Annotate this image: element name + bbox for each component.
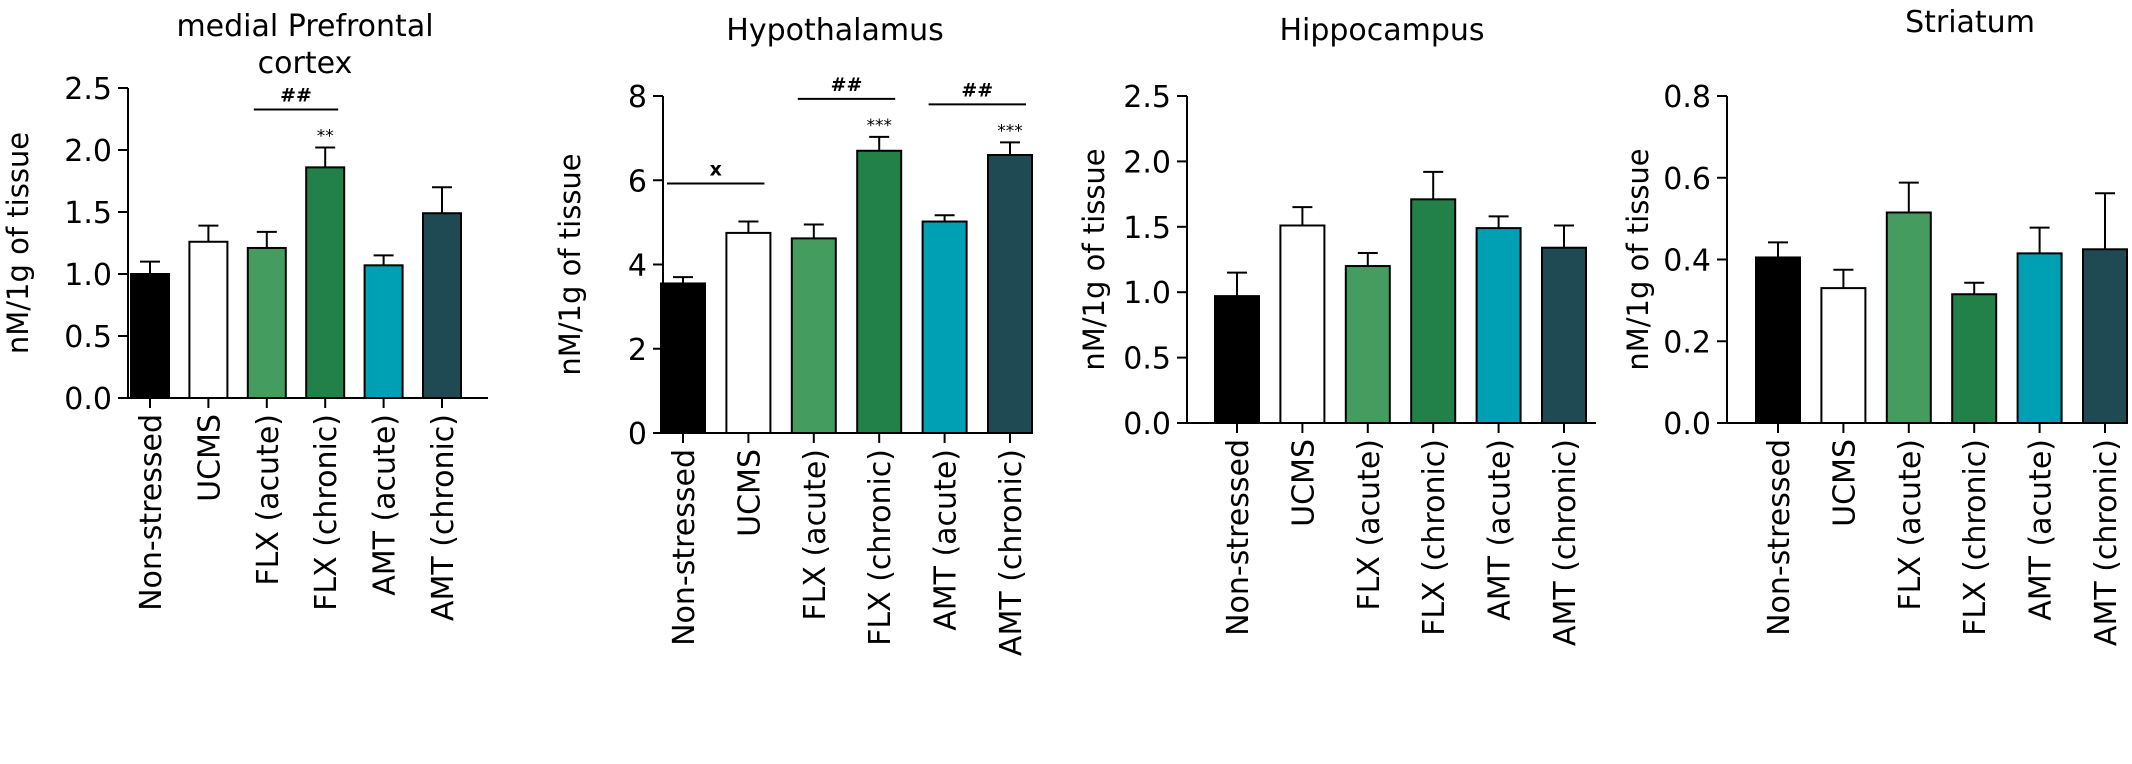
y-axis-label-4: nM/1g of tissue	[1621, 148, 1655, 370]
x-tick-label: FLX (acute)	[251, 414, 286, 586]
bar-3-2	[1279, 224, 1326, 424]
x-tick-label: Non-stressed	[1221, 439, 1256, 636]
bar-2-2	[725, 231, 772, 434]
chart-title-1: cortex	[258, 46, 353, 81]
y-tick-label: 1.0	[1123, 276, 1171, 311]
y-tick-label: 1.5	[64, 196, 112, 231]
bracket-label: ##	[280, 85, 312, 107]
chart-title-1: medial Prefrontal	[176, 9, 433, 44]
bar-4-6	[2082, 248, 2128, 424]
x-tick-label: FLX (acute)	[1893, 439, 1928, 611]
y-tick-label: 8	[628, 80, 647, 115]
y-tick-label: 1.0	[64, 258, 112, 293]
bar-4-5	[2016, 252, 2063, 424]
bar-3-4	[1410, 198, 1457, 424]
bar-1-6	[422, 212, 462, 399]
bar-2-4	[856, 149, 903, 434]
significance-stars: **	[317, 127, 334, 147]
y-tick-label: 0.5	[1123, 342, 1171, 377]
y-tick-label: 1.5	[1123, 211, 1171, 246]
y-tick-label: 0.0	[1123, 407, 1171, 442]
bar-3-5	[1475, 227, 1522, 424]
y-tick-label: 2.0	[64, 134, 112, 169]
y-tick-label: 0.5	[64, 320, 112, 355]
bar-4-3	[1885, 211, 1932, 424]
x-tick-label: AMT (acute)	[929, 449, 964, 631]
significance-stars: ***	[866, 116, 892, 136]
x-tick-label: FLX (chronic)	[309, 414, 344, 611]
x-tick-label: AMT (chronic)	[426, 414, 461, 621]
bar-3-1	[1214, 295, 1260, 424]
y-axis-label-3: nM/1g of tissue	[1077, 148, 1111, 370]
x-tick-label: FLX (chronic)	[863, 449, 898, 646]
chart-title-2: Hypothalamus	[726, 13, 943, 48]
y-tick-label: 0.0	[1663, 407, 1711, 442]
bracket-label: ##	[961, 79, 993, 101]
x-tick-label: AMT (chronic)	[2089, 439, 2124, 646]
bar-1-3	[246, 246, 287, 399]
x-tick-label: UCMS	[192, 414, 227, 502]
x-tick-label: AMT (acute)	[368, 414, 403, 596]
bar-4-1	[1755, 256, 1801, 424]
bar-2-3	[790, 237, 837, 434]
x-tick-label: AMT (acute)	[1483, 439, 1518, 621]
x-tick-label: UCMS	[1286, 439, 1321, 527]
bar-4-2	[1820, 287, 1867, 424]
y-tick-label: 0.2	[1663, 325, 1711, 360]
significance-stars: ***	[997, 121, 1023, 141]
bracket-label: x	[710, 159, 722, 181]
bar-4-4	[1951, 293, 1998, 424]
y-axis-label-2: nM/1g of tissue	[553, 153, 587, 375]
bracket-label: ##	[831, 74, 863, 96]
y-tick-label: 6	[628, 164, 647, 199]
bar-1-1	[130, 273, 170, 399]
x-tick-label: AMT (acute)	[2024, 439, 2059, 621]
chart-title-3: Hippocampus	[1279, 13, 1484, 48]
x-tick-label: Non-stressed	[134, 414, 169, 611]
y-tick-label: 2.0	[1123, 145, 1171, 180]
x-tick-label: Non-stressed	[1762, 439, 1797, 636]
x-tick-label: AMT (chronic)	[994, 449, 1029, 656]
x-tick-label: FLX (acute)	[798, 449, 833, 621]
x-tick-label: FLX (chronic)	[1417, 439, 1452, 636]
y-tick-label: 0.8	[1663, 80, 1711, 115]
y-tick-label: 2	[628, 333, 647, 368]
x-tick-label: FLX (chronic)	[1958, 439, 1993, 636]
bar-2-5	[921, 220, 968, 434]
bar-2-6	[987, 153, 1033, 434]
y-tick-label: 4	[628, 249, 647, 284]
x-tick-label: Non-stressed	[667, 449, 702, 646]
y-axis-label-1: nM/1g of tissue	[1, 132, 35, 354]
x-tick-label: FLX (acute)	[1352, 439, 1387, 611]
x-tick-label: UCMS	[1827, 439, 1862, 527]
bar-1-4	[305, 166, 346, 399]
x-tick-label: AMT (chronic)	[1548, 439, 1583, 646]
bar-1-2	[188, 240, 229, 399]
y-tick-label: 2.5	[64, 72, 112, 107]
bar-3-3	[1344, 265, 1391, 425]
chart-title-4: Striatum	[1905, 5, 2035, 40]
y-tick-label: 0.4	[1663, 244, 1711, 279]
y-tick-label: 0	[628, 417, 647, 452]
bar-1-5	[363, 264, 404, 399]
bar-2-1	[660, 282, 706, 434]
y-tick-label: 2.5	[1123, 80, 1171, 115]
y-tick-label: 0.6	[1663, 162, 1711, 197]
y-tick-label: 0.0	[64, 382, 112, 417]
bar-3-6	[1541, 246, 1587, 424]
x-tick-label: UCMS	[732, 449, 767, 537]
